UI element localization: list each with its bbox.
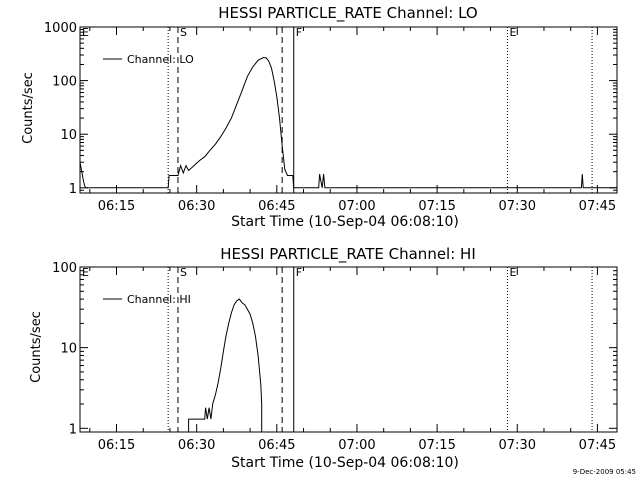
x-tick-label: 06:45 <box>258 438 295 453</box>
chart-title: HESSI PARTICLE_RATE Channel: HI <box>220 245 476 264</box>
y-tick-label: 10 <box>60 342 77 357</box>
x-tick-label: 07:30 <box>499 438 536 453</box>
x-tick-label: 06:30 <box>178 438 215 453</box>
x-tick-label: 07:45 <box>579 199 616 214</box>
y-axis-label: Counts/sec <box>21 72 36 144</box>
x-tick-label: 06:30 <box>178 199 215 214</box>
event-marker-label: E <box>509 266 516 279</box>
event-marker-label: E <box>82 26 89 39</box>
y-tick-label: 100 <box>52 75 77 90</box>
y-tick-label: 100 <box>52 261 77 276</box>
x-tick-label: 07:00 <box>338 438 375 453</box>
event-marker-label: S <box>180 266 187 279</box>
x-axis-label: Start Time (10-Sep-04 06:08:10) <box>231 214 459 230</box>
chart-panel-hi: HESSI PARTICLE_RATE Channel: HI Start Ti… <box>29 245 618 471</box>
event-marker-label: S <box>180 26 187 39</box>
y-tick-label: 1 <box>69 182 77 197</box>
legend-label: Channel: LO <box>127 53 194 66</box>
y-tick-label: 1000 <box>44 21 77 36</box>
event-marker-label: F <box>296 26 302 39</box>
footer-timestamp: 9-Dec-2009 05:45 <box>573 468 636 476</box>
plot-frame <box>79 26 618 194</box>
series-line <box>188 298 263 432</box>
event-marker-label: F <box>296 266 302 279</box>
x-tick-label: 06:15 <box>98 438 135 453</box>
y-tick-label: 10 <box>60 128 77 143</box>
event-marker-label: E <box>82 266 89 279</box>
legend-label: Channel: HI <box>127 293 191 306</box>
x-tick-label: 07:45 <box>579 438 616 453</box>
x-tick-label: 07:15 <box>418 199 455 214</box>
x-tick-label: 07:00 <box>338 199 375 214</box>
x-tick-label: 06:45 <box>258 199 295 214</box>
y-tick-label: 1 <box>69 422 77 437</box>
series-line <box>79 56 617 189</box>
x-axis-label: Start Time (10-Sep-04 06:08:10) <box>231 455 459 471</box>
x-tick-label: 07:30 <box>499 199 536 214</box>
chart-title: HESSI PARTICLE_RATE Channel: LO <box>218 4 477 23</box>
chart-panel-lo: HESSI PARTICLE_RATE Channel: LO Start Ti… <box>21 4 618 230</box>
event-marker-label: E <box>509 26 516 39</box>
x-tick-label: 07:15 <box>418 438 455 453</box>
x-tick-label: 06:15 <box>98 199 135 214</box>
plot-frame <box>79 266 618 433</box>
y-axis-label: Counts/sec <box>29 311 44 383</box>
